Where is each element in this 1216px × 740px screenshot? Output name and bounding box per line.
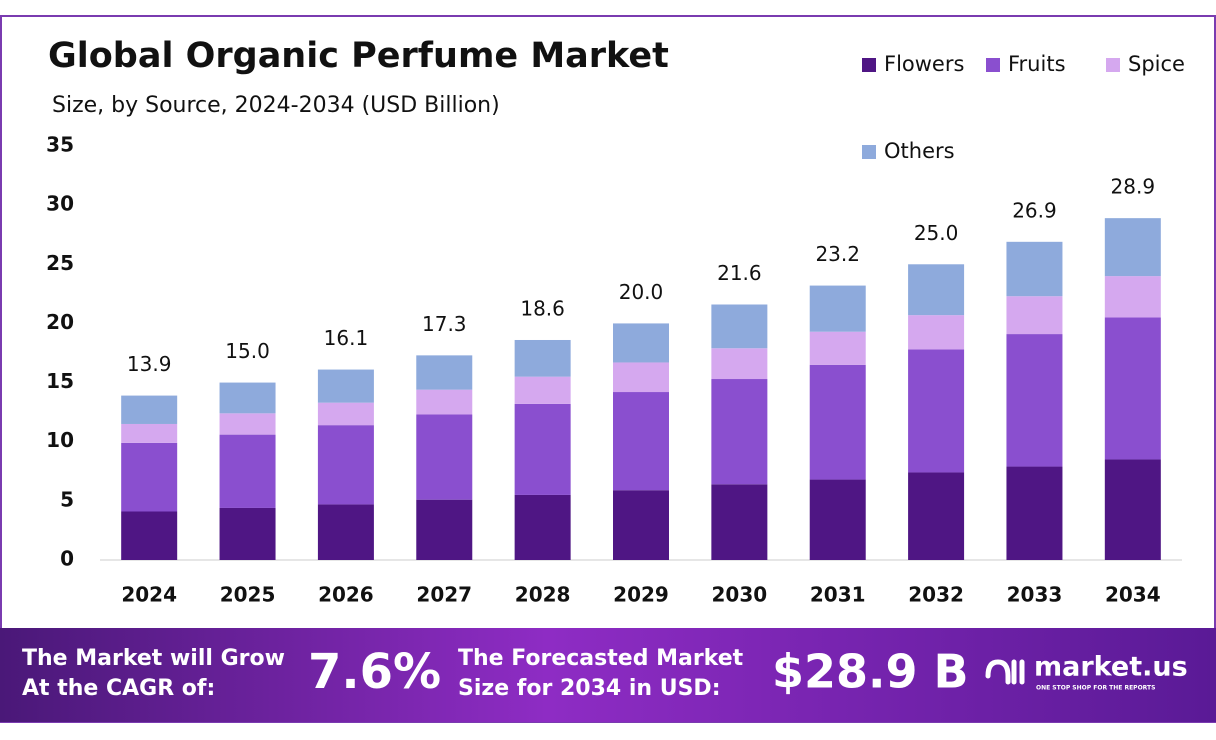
bar-segment [416, 355, 473, 390]
total-label: 25.0 [914, 221, 959, 245]
total-label: 15.0 [225, 339, 270, 363]
bar-segment [613, 392, 669, 491]
bar-segment [416, 499, 473, 560]
y-tick-label: 35 [46, 133, 74, 157]
bar-segment [711, 484, 768, 560]
bar-segment [711, 379, 768, 485]
x-tick-label: 2028 [515, 583, 571, 607]
bar-segment [809, 285, 866, 332]
bar-segment [1006, 296, 1063, 335]
total-label: 26.9 [1012, 198, 1057, 222]
total-label: 28.9 [1111, 175, 1156, 199]
footer-value: $28.9 B [772, 645, 969, 699]
x-tick-label: 2027 [416, 583, 472, 607]
bar-segment [809, 479, 866, 560]
bar-segment [1006, 466, 1063, 560]
bar-segment [809, 331, 866, 365]
bar-segment [121, 442, 178, 512]
footer-value: 7.6% [308, 644, 441, 700]
bar-segment [711, 304, 768, 349]
brand-logo [985, 659, 1025, 685]
y-tick-label: 25 [46, 251, 74, 275]
bar-segment [317, 402, 374, 426]
bar-segment [219, 434, 276, 508]
bar-segment [711, 348, 768, 380]
bar-segment [613, 362, 669, 393]
x-tick-label: 2032 [908, 583, 964, 607]
x-tick-label: 2031 [810, 583, 866, 607]
bar-segment [416, 389, 473, 415]
y-tick-label: 30 [46, 192, 74, 216]
bar-segment [613, 323, 669, 363]
legend-swatch [862, 58, 876, 72]
total-label: 17.3 [422, 312, 467, 336]
bar-segment [1006, 334, 1063, 467]
total-label: 13.9 [127, 352, 172, 376]
bar-segment [317, 369, 374, 403]
chart-subtitle: Size, by Source, 2024-2034 (USD Billion) [52, 93, 500, 118]
bar-segment [416, 414, 473, 500]
bar-segment [613, 490, 669, 560]
bar-segment [219, 507, 276, 560]
bar-segment [1104, 317, 1161, 460]
bar-segment [1104, 459, 1161, 560]
bar-segment [1104, 276, 1161, 318]
footer-text: The Forecasted Market [458, 646, 744, 671]
bar-segment [121, 395, 178, 424]
chart-title: Global Organic Perfume Market [48, 36, 669, 76]
total-label: 16.1 [324, 326, 369, 350]
total-label: 18.6 [520, 296, 565, 320]
total-label: 23.2 [815, 242, 860, 266]
bar-segment [1006, 241, 1063, 297]
bar-segment [317, 425, 374, 505]
legend-swatch [862, 145, 876, 159]
footer-text: The Market will Grow [22, 646, 285, 671]
bar-segment [514, 403, 571, 495]
legend-label: Others [884, 139, 955, 163]
bar-segment [317, 504, 374, 560]
brand-tagline: ONE STOP SHOP FOR THE REPORTS [1036, 685, 1155, 692]
brand: market.us [1034, 652, 1188, 683]
footer-text: At the CAGR of: [22, 676, 215, 701]
legend-swatch [1106, 58, 1120, 72]
bar-segment [1104, 218, 1161, 277]
bar-segment [908, 349, 965, 473]
legend-label: Fruits [1008, 52, 1066, 76]
y-tick-label: 0 [60, 547, 74, 571]
x-tick-label: 2033 [1007, 583, 1063, 607]
x-tick-label: 2025 [220, 583, 276, 607]
bar-segment [514, 339, 571, 377]
bar-segment [121, 511, 178, 560]
total-label: 21.6 [717, 261, 762, 285]
legend-swatch [986, 58, 1000, 72]
bar-segment [219, 413, 276, 435]
x-tick-label: 2026 [318, 583, 374, 607]
footer-text: Size for 2034 in USD: [458, 676, 721, 701]
bar-segment [121, 423, 178, 443]
bar-segment [809, 364, 866, 480]
total-label: 20.0 [619, 280, 664, 304]
bar-segment [514, 376, 571, 404]
y-tick-label: 20 [46, 310, 74, 334]
bar-segment [908, 472, 965, 560]
bar-segment [908, 315, 965, 350]
x-tick-label: 2030 [712, 583, 768, 607]
y-tick-label: 10 [46, 428, 74, 452]
x-tick-label: 2034 [1105, 583, 1161, 607]
x-tick-label: 2024 [121, 583, 177, 607]
bar-segment [219, 382, 276, 414]
y-tick-label: 15 [46, 369, 74, 393]
x-tick-label: 2029 [613, 583, 669, 607]
legend-label: Spice [1128, 52, 1185, 76]
bar-segment [514, 494, 571, 560]
y-tick-label: 5 [60, 487, 74, 511]
bar-segment [908, 264, 965, 316]
legend-label: Flowers [884, 52, 964, 76]
